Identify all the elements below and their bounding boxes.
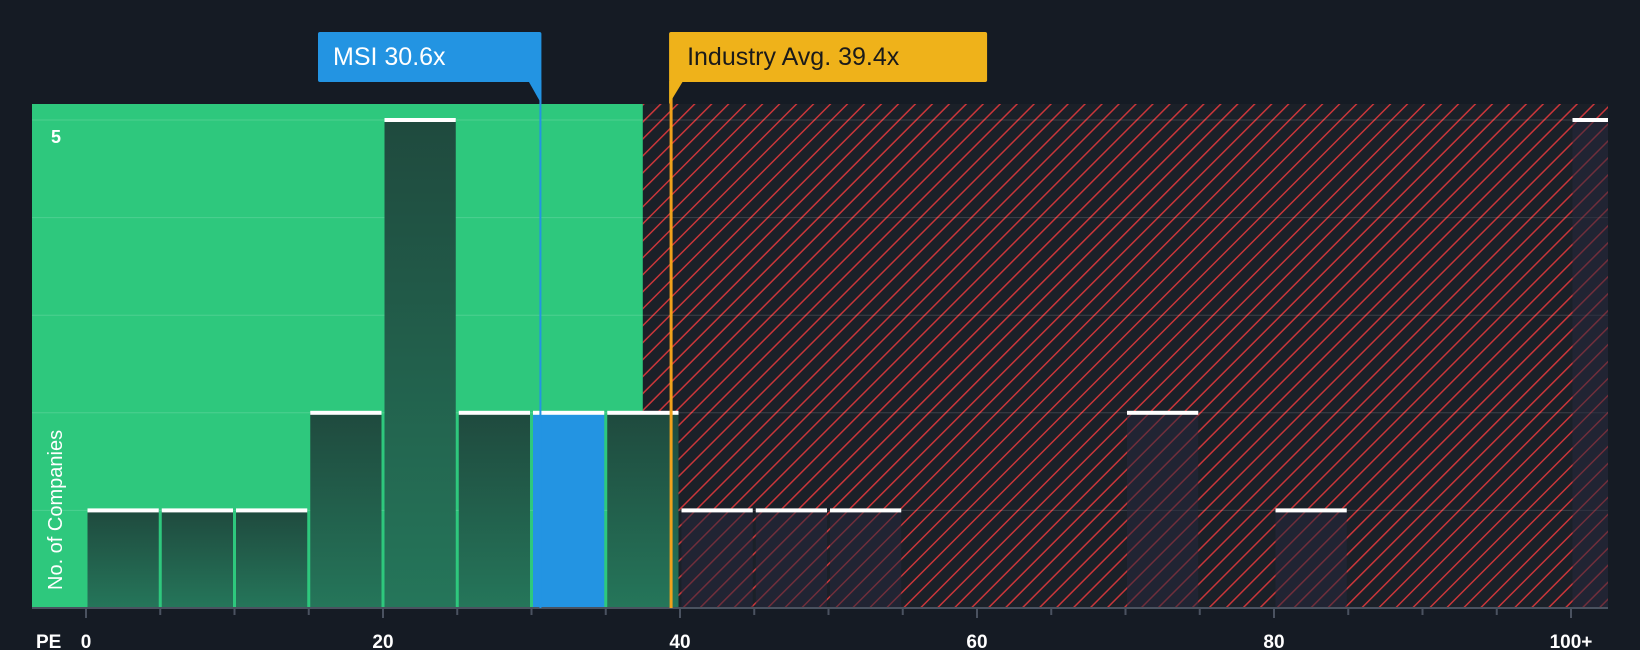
histogram-bar	[458, 412, 530, 608]
bar-cap	[87, 508, 159, 513]
bar-cap	[533, 410, 605, 415]
bar-cap	[458, 410, 530, 415]
x-tick-label: 100+	[1550, 632, 1593, 650]
histogram-bar	[161, 510, 233, 608]
bar-cap	[830, 508, 902, 513]
bar-cap	[1275, 508, 1347, 513]
histogram-bar	[1275, 510, 1347, 608]
company-pe-label: MSI 30.6x	[333, 43, 446, 71]
industry-average-label: Industry Avg. 39.4x	[687, 43, 900, 71]
histogram-bar	[607, 412, 679, 608]
histogram-bar	[830, 510, 902, 608]
histogram-bar	[310, 412, 382, 608]
histogram-bar	[236, 510, 308, 608]
bar-cap	[236, 508, 308, 513]
x-tick-label: 0	[81, 632, 92, 650]
bar-cap	[681, 508, 753, 513]
histogram-bar	[87, 510, 159, 608]
bar-cap	[1572, 118, 1608, 122]
bar-cap	[755, 508, 827, 513]
y-axis-label: No. of Companies	[45, 430, 67, 590]
company-pe-pointer	[528, 81, 542, 104]
bar-cap	[161, 508, 233, 513]
bar-cap	[310, 410, 382, 415]
industry-average-pointer	[669, 81, 684, 104]
histogram-bar	[755, 510, 827, 608]
histogram-bar	[533, 412, 605, 608]
x-axis-label: PE	[36, 632, 61, 650]
industry-average-label-box	[669, 32, 988, 82]
histogram-bar	[384, 120, 456, 608]
x-tick-label: 60	[966, 632, 987, 650]
bar-cap	[607, 410, 679, 415]
bar-cap	[384, 118, 456, 122]
company-pe-label-box	[318, 32, 542, 82]
histogram-bar	[681, 510, 753, 608]
x-tick-label: 20	[372, 632, 393, 650]
histogram-bar	[1572, 120, 1608, 608]
y-tick-label: 5	[51, 127, 61, 147]
x-tick-label: 40	[669, 632, 690, 650]
x-tick-label: 80	[1263, 632, 1284, 650]
histogram-bar	[1127, 412, 1199, 608]
bar-cap	[1127, 410, 1199, 415]
